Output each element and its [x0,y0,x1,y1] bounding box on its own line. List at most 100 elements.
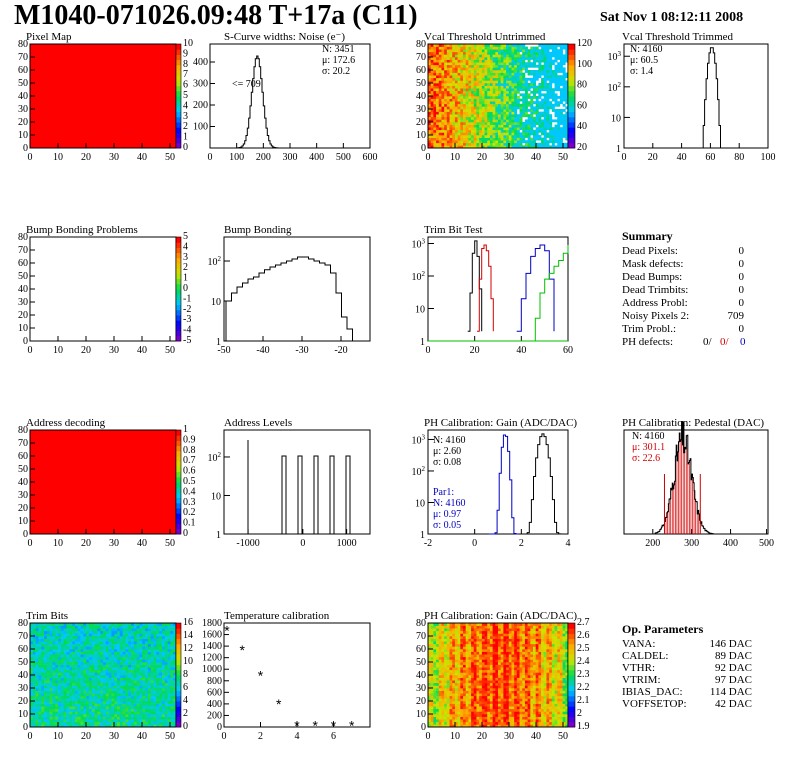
heatmap-cell [444,122,448,125]
heatmap-cell [122,659,126,663]
heatmap-cell [487,111,491,115]
heatmap-cell [35,721,39,725]
y-tick-label: 1 [420,530,425,541]
heatmap-cell [136,667,140,671]
heatmap-cell [489,140,493,144]
heatmap-cell [460,140,464,144]
heatmap-cell [74,703,79,707]
heatmap-cell [438,708,442,712]
heatmap-cell [436,93,440,97]
heatmap-cell [170,698,174,702]
heatmap-cell [441,127,445,131]
heatmap-cell [484,75,488,79]
heatmap-cell [535,714,539,717]
heatmap-cell [476,124,480,128]
heatmap-cell [88,677,93,681]
palette-swatch [176,80,181,87]
heatmap-cell [484,64,488,68]
heatmap-cell [145,703,149,707]
heatmap-cell [498,85,501,89]
heatmap-cell [557,64,561,68]
heatmap-cell [147,633,152,637]
heatmap-cell [173,682,177,686]
ph-gain-tick-label: 4 [566,538,571,549]
heatmap-cell [481,57,485,60]
heatmap-cell [91,721,95,725]
heatmap-cell [119,703,123,707]
heatmap-cell [111,643,115,647]
heatmap-cell [60,721,64,725]
heatmap-cell [66,656,70,660]
heatmap-cell [484,88,488,92]
heatmap-cell [58,711,62,715]
heatmap-cell [457,88,461,92]
heatmap-cell [77,688,81,691]
heatmap-cell [117,667,121,671]
heatmap-cell [487,80,491,84]
heatmap-cell [105,664,109,668]
heatmap-cell [449,51,453,55]
heatmap-cell [164,721,168,725]
heatmap-cell [471,706,475,710]
heatmap-cell [91,703,95,707]
heatmap-cell [476,135,480,138]
heatmap-cell [444,49,448,53]
heatmap-cell [473,145,477,149]
heatmap-cell [495,724,499,728]
heatmap-cell [511,44,515,47]
heatmap-cell [489,80,493,84]
heatmap-cell [565,101,569,105]
heatmap-cell [105,669,109,673]
heatmap-cell [147,675,152,678]
heatmap-cell [125,714,129,717]
heatmap-cell [449,706,453,710]
heatmap-cell [428,44,431,47]
heatmap-cell [125,719,129,723]
heatmap-cell [173,685,177,689]
heatmap-cell [527,64,531,68]
heatmap-cell [38,636,42,639]
heatmap-cell [527,127,531,131]
heatmap-cell [457,64,461,68]
heatmap-cell [147,667,152,671]
heatmap-cell [91,711,95,715]
heatmap-cell [111,690,115,694]
heatmap-cell [94,711,98,715]
heatmap-cell [549,116,553,120]
heatmap-cell [74,630,79,634]
heatmap-cell [111,625,115,629]
heatmap-cell [122,706,126,710]
heatmap-cell [484,109,488,112]
heatmap-cell [438,124,442,128]
heatmap-cell [533,721,536,725]
heatmap-cell [150,638,154,642]
heatmap-cell [535,101,539,105]
heatmap-cell [449,127,453,131]
heatmap-cell [122,649,126,652]
heatmap-cell [44,711,48,715]
heatmap-cell [498,103,501,107]
heatmap-cell [549,83,553,86]
heatmap-cell [562,719,566,723]
heatmap-cell [170,649,174,652]
heatmap-cell [97,636,101,639]
heatmap-cell [457,70,461,73]
heatmap-cell [463,101,466,105]
heatmap-cell [449,57,453,60]
heatmap-cell [55,688,59,691]
heatmap-cell [538,51,542,55]
heatmap-cell [430,724,434,728]
palette-swatch [568,106,575,113]
heatmap-cell [452,132,456,136]
heatmap-cell [471,106,475,110]
heatmap-cell [173,706,177,710]
heatmap-cell [55,669,59,673]
heatmap-cell [167,711,171,715]
heatmap-cell [484,59,488,63]
heatmap-cell [516,75,520,79]
heatmap-cell [88,625,93,629]
heatmap-cell [97,711,101,715]
heatmap-cell [538,83,542,86]
heatmap-cell [551,109,555,112]
heatmap-cell [128,641,132,645]
